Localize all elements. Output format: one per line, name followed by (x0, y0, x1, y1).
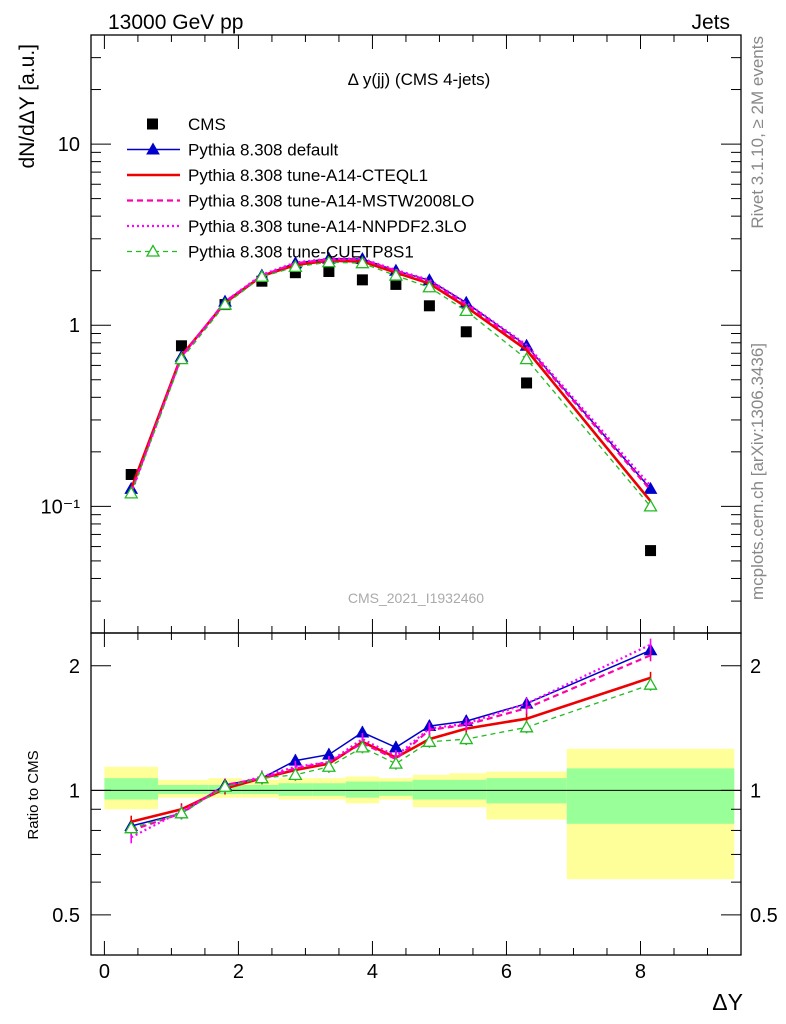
ratio-band-inner (379, 781, 413, 796)
legend-label: Pythia 8.308 default (188, 141, 339, 160)
x-tick-label: 6 (501, 961, 512, 983)
ratio-marker-pythia-8-308-tune-cuetp8s1 (174, 805, 189, 819)
main-marker-pythia-8-308-tune-cuetp8s1 (288, 259, 303, 273)
main-line-pythia-8-308-tune-cuetp8s1 (130, 261, 651, 507)
main-series-group (124, 251, 658, 557)
ratio-band-inner (104, 778, 159, 800)
ratio-line-pythia-8-308-default (131, 649, 651, 827)
ratio-band-inner (345, 781, 380, 798)
cms-point (125, 468, 137, 480)
xlabel: ΔY (712, 989, 743, 1015)
watermark: CMS_2021_I1932460 (348, 590, 484, 606)
legend-label: Pythia 8.308 tune-A14-MSTW2008LO (188, 192, 474, 211)
main-marker-pythia-8-308-tune-cuetp8s1 (388, 268, 404, 281)
main-ylabel: dN/dΔY [a.u.] (16, 44, 39, 169)
x-tick-label: 2 (233, 961, 244, 983)
main-line-pythia-8-308-tune-a14-cteql1 (129, 259, 652, 502)
plot-title: Δ y(jj) (CMS 4-jets) (348, 70, 491, 89)
main-y-tick-label: 10 (58, 134, 80, 156)
x-tick-label: 0 (99, 961, 110, 983)
ratio-marker-pythia-8-308-tune-cuetp8s1 (355, 740, 370, 753)
ratio-marker-pythia-8-308-tune-cuetp8s1 (217, 779, 233, 792)
cms-point (356, 274, 368, 286)
main-line-pythia-8-308-tune-a14-nnpdf2-3lo (130, 257, 652, 494)
ratio-band-inner (449, 779, 487, 800)
cms-point (323, 265, 335, 277)
legend-item: Pythia 8.308 tune-A14-NNPDF2.3LO (127, 217, 467, 236)
x-tick-label: 4 (367, 961, 378, 983)
main-marker-pythia-8-308-tune-cuetp8s1 (422, 279, 437, 293)
ratio-marker-pythia-8-308-tune-cuetp8s1 (388, 756, 404, 769)
ratio-band-inner (566, 768, 735, 824)
main-marker-pythia-8-308-tune-cuetp8s1 (519, 351, 534, 365)
ratio-band-inner (241, 785, 279, 794)
main-marker-pythia-8-308-tune-cuetp8s1 (355, 255, 370, 269)
legend-item: Pythia 8.308 tune-CUETP8S1 (127, 243, 414, 262)
legend-item: Pythia 8.308 tune-A14-MSTW2008LO (127, 192, 474, 211)
legend-item: Pythia 8.308 tune-A14-CTEQL1 (127, 166, 428, 185)
ratio-line-pythia-8-308-tune-cuetp8s1 (131, 684, 651, 829)
cms-point (645, 545, 657, 557)
ratio-marker-pythia-8-308-tune-cuetp8s1 (459, 731, 474, 745)
legend: CMS Pythia 8.308 default Pythia 8.308 tune… (127, 115, 474, 262)
legend-marker-pythia-8-308-tune-cuetp8s1 (145, 244, 161, 257)
ratio-y-tick-label-right: 1 (750, 780, 761, 802)
cms-point (460, 326, 472, 338)
ratio-band-inner (158, 785, 209, 794)
ratio-band-inner (278, 783, 313, 796)
cms-point (390, 278, 402, 290)
side-text-top: Rivet 3.1.10, ≥ 2M events (748, 36, 767, 229)
ratio-ylabel: Ratio to CMS (25, 750, 42, 839)
axes-group: 0 2 4 6 8 10⁻¹ 1 10 0.5 0.5 1 1 2 2 (41, 34, 778, 983)
ratio-y-tick-label-right: 0.5 (750, 905, 778, 927)
main-marker-pythia-8-308-tune-cuetp8s1 (459, 303, 474, 317)
legend-marker-pythia-8-308-default (146, 142, 160, 155)
ratio-y-tick-label-right: 2 (750, 656, 761, 678)
cms-point (175, 340, 187, 352)
ratio-y-tick-label-left: 1 (69, 780, 80, 802)
main-marker-pythia-8-308-tune-cuetp8s1 (124, 486, 139, 499)
ratio-marker-pythia-8-308-tune-cuetp8s1 (321, 759, 337, 772)
cms-point (289, 267, 301, 279)
ratio-frame (90, 632, 742, 956)
main-marker-pythia-8-308-default (643, 481, 658, 494)
legend-label: CMS (188, 115, 226, 134)
main-y-tick-label: 10⁻¹ (41, 496, 81, 518)
cms-point (521, 377, 533, 389)
legend-item: Pythia 8.308 default (127, 141, 339, 160)
main-marker-pythia-8-308-tune-cuetp8s1 (254, 269, 269, 282)
main-marker-pythia-8-308-tune-cuetp8s1 (217, 297, 233, 310)
ratio-line-pythia-8-308-tune-a14-mstw2008lo (130, 654, 651, 832)
ratio-marker-pythia-8-308-tune-cuetp8s1 (519, 720, 534, 733)
ratio-band-inner (412, 779, 450, 800)
main-marker-pythia-8-308-tune-cuetp8s1 (643, 499, 658, 512)
ratio-marker-pythia-8-308-tune-cuetp8s1 (254, 770, 269, 784)
main-line-pythia-8-308-tune-a14-mstw2008lo (130, 258, 652, 493)
ratio-marker-pythia-8-308-tune-cuetp8s1 (124, 820, 139, 834)
main-marker-pythia-8-308-tune-cuetp8s1 (321, 254, 337, 268)
main-y-tick-label: 1 (69, 315, 80, 337)
legend-swatch-cms (147, 118, 158, 130)
ratio-uncertainty-bands (104, 748, 735, 880)
cms-point (423, 300, 435, 312)
x-tick-label: 8 (635, 961, 646, 983)
side-text-bottom: mcplots.cern.ch [arXiv:1306.3436] (748, 343, 767, 600)
legend-label: Pythia 8.308 tune-A14-NNPDF2.3LO (188, 217, 467, 236)
legend-item: CMS (147, 115, 226, 134)
ratio-y-tick-label-left: 0.5 (52, 905, 80, 927)
ratio-band-inner (312, 783, 346, 796)
ratio-marker-pythia-8-308-tune-cuetp8s1 (422, 734, 437, 747)
ratio-marker-pythia-8-308-tune-cuetp8s1 (288, 767, 303, 780)
legend-label: Pythia 8.308 tune-A14-CTEQL1 (188, 166, 428, 185)
ratio-series-group (124, 638, 658, 844)
header-right: Jets (691, 11, 730, 34)
legend-label: Pythia 8.308 tune-CUETP8S1 (188, 243, 414, 262)
main-line-pythia-8-308-default (130, 257, 652, 490)
main-marker-pythia-8-308-tune-cuetp8s1 (174, 351, 189, 365)
ratio-y-tick-label-left: 2 (69, 656, 80, 678)
ratio-marker-pythia-8-308-tune-cuetp8s1 (643, 677, 658, 690)
header-left: 13000 GeV pp (108, 11, 243, 34)
